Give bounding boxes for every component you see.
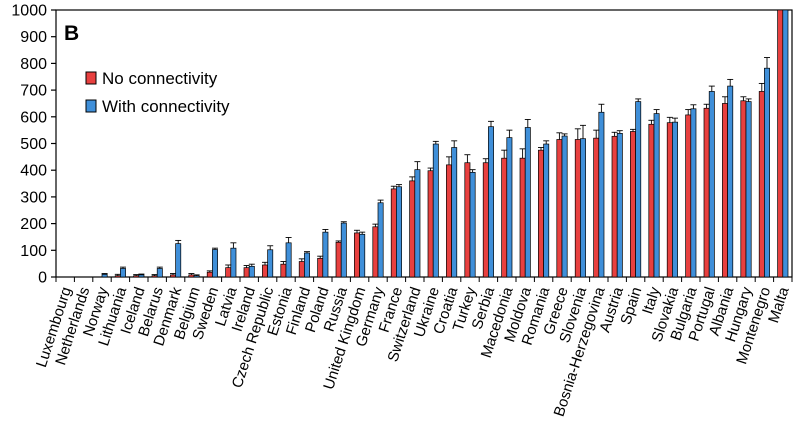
bar-no-connectivity [243,267,250,278]
y-tick-label: 500 [20,136,47,153]
bar-with-connectivity [120,268,126,278]
bar-with-connectivity [653,113,660,278]
bar-no-connectivity [372,226,379,278]
y-tick-label: 900 [20,29,47,46]
bar-no-connectivity [464,162,471,278]
bar-no-connectivity [114,275,121,278]
bar-with-connectivity [414,169,421,278]
bar-with-connectivity [193,275,200,278]
bar-no-connectivity [574,139,581,278]
bar-with-connectivity [156,268,163,278]
bar-with-connectivity [451,147,458,278]
bar-no-connectivity [317,257,324,278]
bar-with-connectivity [782,9,789,278]
bar-no-connectivity [519,157,526,278]
bar-no-connectivity [482,162,489,278]
bar-no-connectivity [335,241,342,278]
y-tick-label: 600 [20,109,47,126]
bar-with-connectivity [561,135,568,278]
bar-with-connectivity [580,138,586,278]
bar-no-connectivity [593,137,600,278]
bar-with-connectivity [432,143,439,278]
bar-no-connectivity [538,149,544,278]
bar-no-connectivity [648,123,655,278]
bars [101,9,789,278]
bar-no-connectivity [188,274,195,278]
bar-no-connectivity [151,275,158,278]
y-tick-label: 800 [20,56,47,73]
bar-no-connectivity [630,131,636,278]
bar-with-connectivity [230,247,237,278]
legend-swatch-no-connectivity [85,71,97,85]
bar-with-connectivity [396,186,402,278]
bar-no-connectivity [446,164,452,278]
bar-no-connectivity [206,271,213,278]
bar-with-connectivity [377,202,384,278]
bar-no-connectivity [298,261,305,278]
legend-label-with-connectivity: With connectivity [102,97,230,116]
y-tick-label: 200 [20,216,47,233]
bar-no-connectivity [703,107,710,278]
bar-with-connectivity [727,85,734,278]
bar-no-connectivity [758,91,765,278]
legend-label-no-connectivity: No connectivity [102,69,218,88]
bar-no-connectivity [170,274,176,278]
error-bars [101,57,770,276]
y-tick-label: 100 [20,243,47,260]
category-labels: LuxembourgNetherlandsNorwayLithuaniaIcel… [33,284,793,418]
bar-no-connectivity [777,9,784,278]
bar-no-connectivity [501,157,508,278]
y-tick-label: 0 [38,270,47,287]
bar-with-connectivity [267,249,274,278]
y-tick-label: 400 [20,163,47,180]
bar-no-connectivity [354,232,360,278]
bar-with-connectivity [285,242,292,278]
bar-with-connectivity [598,111,605,278]
bar-with-connectivity [672,121,678,278]
bar-with-connectivity [138,274,145,278]
bar-with-connectivity [469,171,476,278]
bar-no-connectivity [262,264,268,278]
y-tick-label: 300 [20,189,47,206]
bar-with-connectivity [543,143,550,278]
plot-frame [55,9,793,278]
bar-no-connectivity [685,114,692,278]
bar-no-connectivity [225,267,232,278]
bar-no-connectivity [133,275,140,278]
legend: No connectivity With connectivity [85,69,230,116]
bar-with-connectivity [635,101,642,278]
bar-no-connectivity [611,135,618,278]
bar-with-connectivity [616,133,623,278]
bar-with-connectivity [745,101,752,278]
bar-with-connectivity [304,252,310,278]
bar-with-connectivity [764,67,770,278]
bar-with-connectivity [248,265,255,278]
bar-with-connectivity [708,91,715,278]
bar-with-connectivity [524,127,531,278]
bar-with-connectivity [488,126,494,278]
bar-with-connectivity [101,273,108,278]
bar-no-connectivity [722,103,728,278]
y-tick-label: 1000 [11,3,47,20]
bar-with-connectivity [506,137,513,278]
bar-with-connectivity [175,243,182,278]
bar-no-connectivity [556,139,563,278]
bar-no-connectivity [409,180,416,278]
axes: 0 100 200 300 400 500 600 700 800 900 1000 [11,3,793,287]
panel-label: B [64,22,79,45]
bar-with-connectivity [340,222,347,278]
bar-no-connectivity [390,188,397,278]
legend-swatch-with-connectivity [85,99,97,113]
bar-with-connectivity [690,108,697,278]
bar-no-connectivity [427,170,434,278]
bar-with-connectivity [359,233,366,278]
bar-no-connectivity [280,263,287,278]
bar-no-connectivity [666,122,673,278]
bar-with-connectivity [322,231,329,278]
bar-no-connectivity [740,100,747,278]
bar-with-connectivity [212,249,218,278]
y-tick-label: 700 [20,83,47,100]
